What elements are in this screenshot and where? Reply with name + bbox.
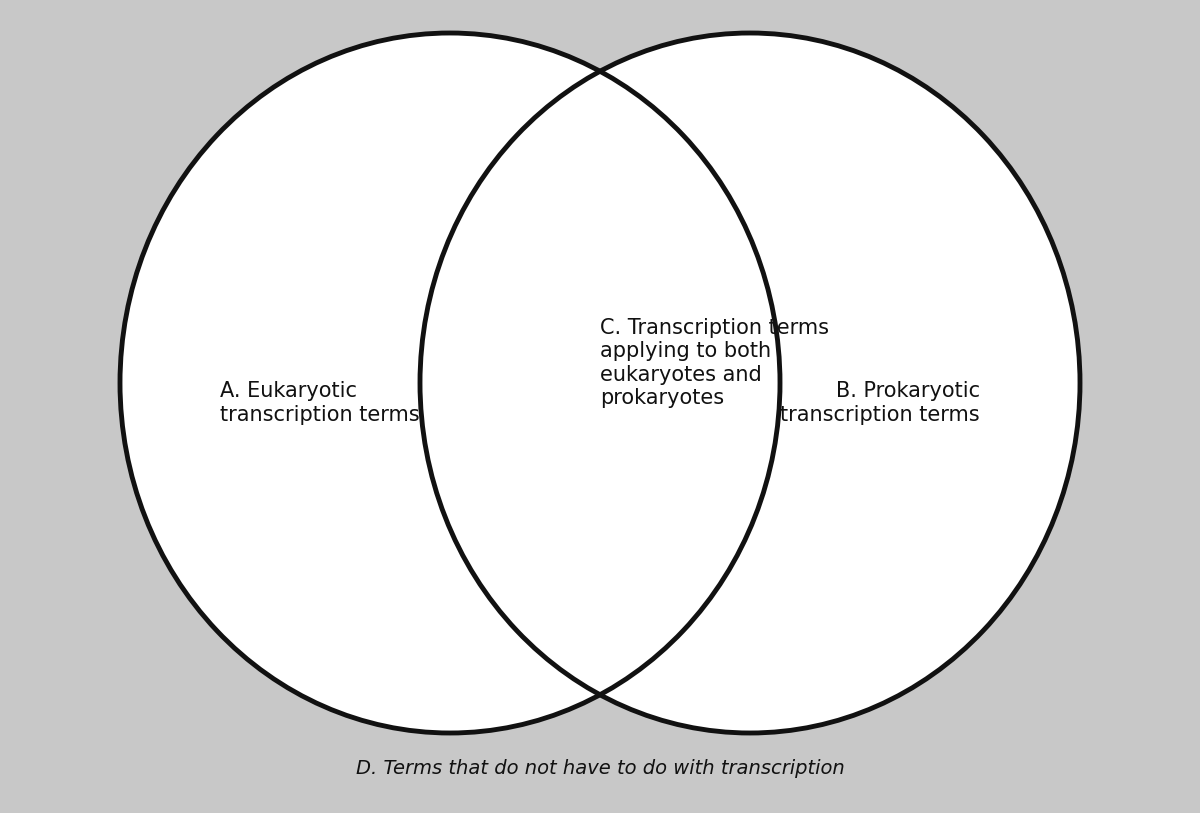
Text: B. Prokaryotic
transcription terms: B. Prokaryotic transcription terms bbox=[780, 381, 980, 424]
Text: C. Transcription terms
applying to both
eukaryotes and
prokaryotes: C. Transcription terms applying to both … bbox=[600, 318, 829, 408]
Text: A. Eukaryotic
transcription terms: A. Eukaryotic transcription terms bbox=[220, 381, 420, 424]
Text: D. Terms that do not have to do with transcription: D. Terms that do not have to do with tra… bbox=[355, 759, 845, 777]
Ellipse shape bbox=[120, 33, 780, 733]
Ellipse shape bbox=[420, 33, 1080, 733]
